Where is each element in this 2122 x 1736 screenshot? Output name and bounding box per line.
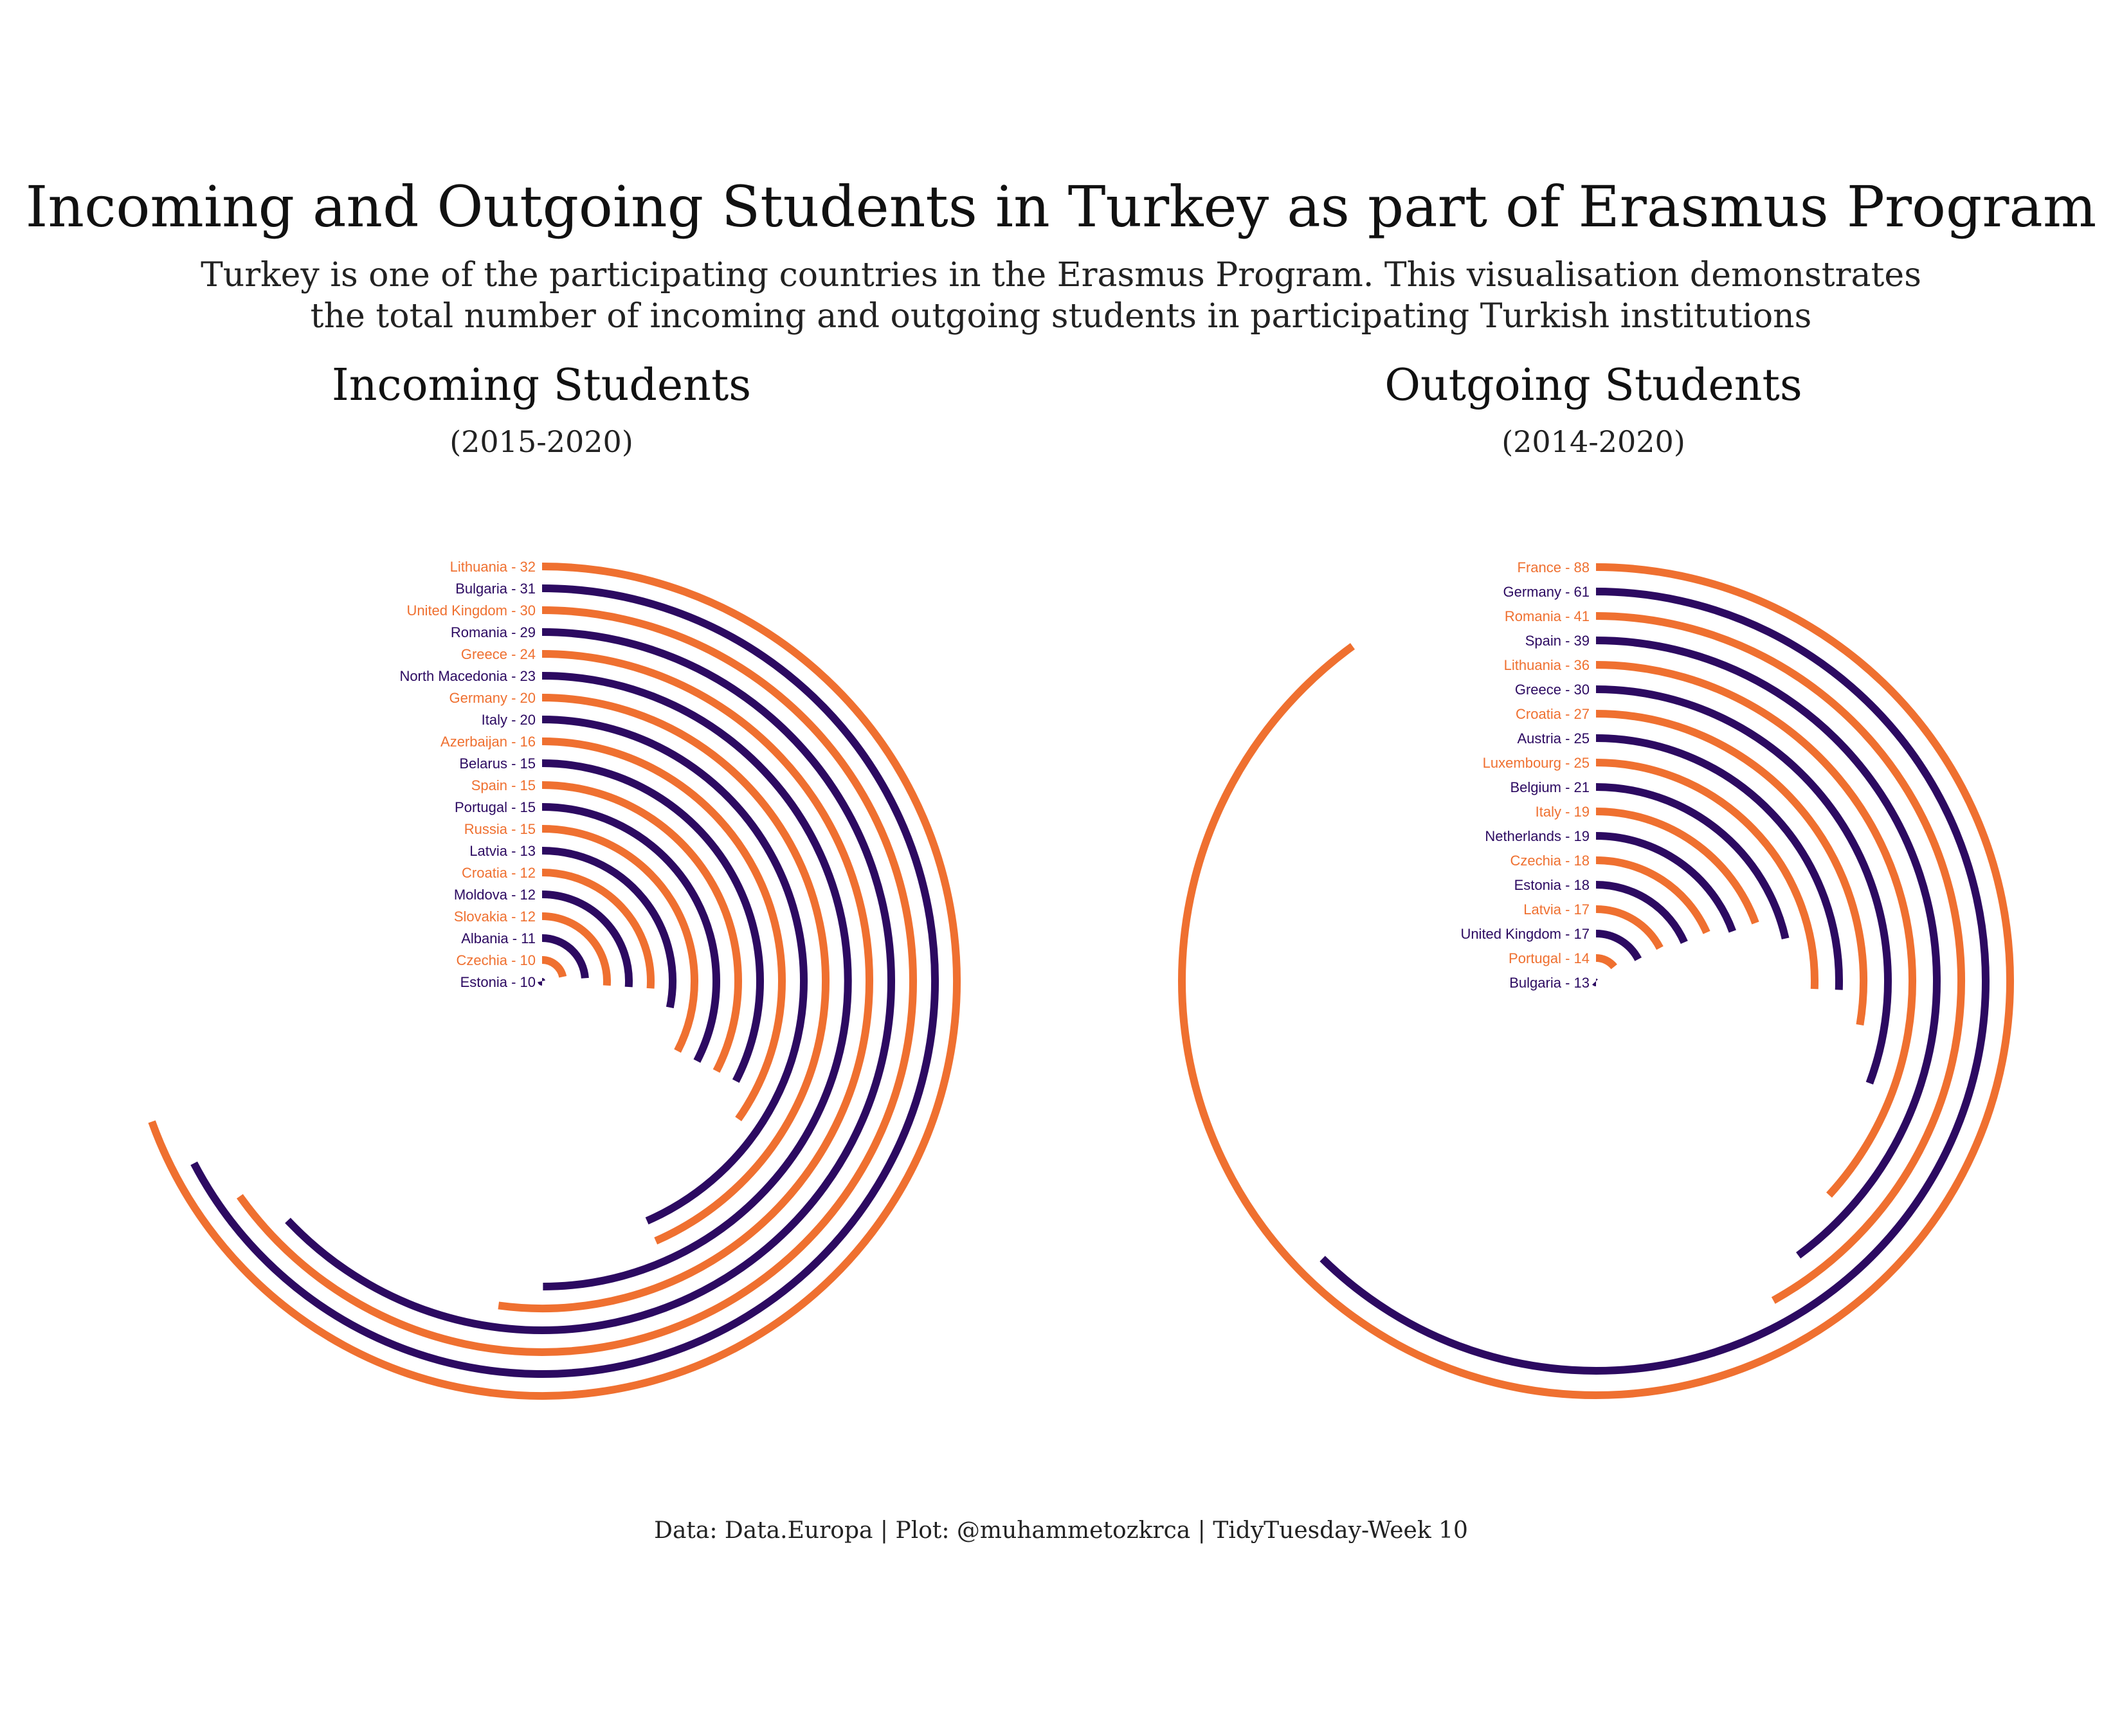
bar-label: Lithuania - 36 xyxy=(1504,657,1590,673)
bar-label: Estonia - 18 xyxy=(1514,877,1590,893)
outgoing-panel-title: Outgoing Students xyxy=(1384,360,1802,411)
bar-label: Czechia - 18 xyxy=(1510,853,1590,869)
arc-bar-czechia xyxy=(541,956,567,978)
bar-label: North Macedonia - 23 xyxy=(399,668,536,684)
bar-label: Azerbaijan - 16 xyxy=(440,734,536,750)
bar-label: Bulgaria - 31 xyxy=(455,581,536,597)
incoming-panel-period: (2015-2020) xyxy=(449,424,633,459)
arc-bar-portugal xyxy=(541,803,720,1063)
bar-label: Greece - 24 xyxy=(461,646,536,662)
bar-label: Netherlands - 19 xyxy=(1485,828,1590,844)
bar-label: Italy - 19 xyxy=(1536,804,1590,820)
bar-label: Estonia - 10 xyxy=(460,974,536,990)
bar-label: Belgium - 21 xyxy=(1510,779,1590,795)
bar-label: United Kingdom - 17 xyxy=(1460,926,1590,942)
arc-bar-croatia xyxy=(1595,710,1867,1026)
bar-label: Spain - 39 xyxy=(1525,633,1590,649)
bar-label: Slovakia - 12 xyxy=(454,909,536,925)
bar-label: Germany - 20 xyxy=(449,690,536,706)
bar-label: Portugal - 14 xyxy=(1509,950,1590,966)
chart-caption: Data: Data.Europa | Plot: @muhammetozkrc… xyxy=(654,1517,1468,1544)
outgoing-radial-chart: France - 88 Germany - 61 Romania - 41 Spain… xyxy=(1178,559,2014,1399)
bar-label: Romania - 41 xyxy=(1505,608,1590,624)
arc-bar-slovakia xyxy=(541,912,611,986)
arc-bar-belgium xyxy=(1595,783,1790,940)
arc-bar-bulgaria xyxy=(190,584,939,1378)
arc-bar-portugal xyxy=(1595,954,1617,970)
bar-label: Luxembourg - 25 xyxy=(1483,755,1590,771)
arc-bar-north-macedonia xyxy=(541,672,852,1290)
arc-bar-austria xyxy=(1595,734,1843,990)
arc-bar-netherlands xyxy=(1595,832,1736,933)
bar-label: United Kingdom - 30 xyxy=(406,602,536,619)
arc-bar-moldova xyxy=(541,891,633,988)
outgoing-panel-period: (2014-2020) xyxy=(1501,424,1685,459)
arc-bar-belarus xyxy=(541,759,764,1083)
arc-bar-united-kingdom xyxy=(237,606,917,1356)
bar-label: Germany - 61 xyxy=(1503,584,1590,600)
arc-bar-romania xyxy=(1595,612,1965,1304)
subtitle-line-1: Turkey is one of the participating count… xyxy=(201,256,1921,294)
bar-label: Bulgaria - 13 xyxy=(1509,975,1590,991)
arc-bar-italy xyxy=(541,716,808,1225)
arc-bar-estonia xyxy=(538,978,545,986)
arc-bar-croatia xyxy=(541,869,655,989)
chart-subtitle: Turkey is one of the participating count… xyxy=(0,255,2122,337)
arc-bar-latvia xyxy=(1595,905,1664,950)
incoming-radial-chart: Lithuania - 32 Bulgaria - 31 United Kingdo… xyxy=(148,559,961,1400)
bar-label: Russia - 15 xyxy=(464,821,536,837)
bar-label: France - 88 xyxy=(1518,559,1590,575)
arc-bar-lithuania xyxy=(148,563,961,1400)
bar-label: Greece - 30 xyxy=(1515,682,1590,698)
bar-label: Lithuania - 32 xyxy=(450,559,536,575)
bar-label: Czechia - 10 xyxy=(456,952,536,968)
chart-title: Incoming and Outgoing Students in Turkey… xyxy=(25,174,2097,240)
bar-label: Romania - 29 xyxy=(451,624,536,640)
bar-label: Latvia - 13 xyxy=(469,843,536,859)
bar-label: Latvia - 17 xyxy=(1523,901,1590,918)
arc-bar-lithuania xyxy=(1595,661,1917,1198)
bar-label: Croatia - 27 xyxy=(1516,706,1590,722)
arc-bar-spain xyxy=(1595,637,1941,1259)
arc-bar-latvia xyxy=(541,847,676,1009)
arc-bar-germany xyxy=(541,694,830,1245)
arc-bar-greece xyxy=(1595,685,1892,1085)
bar-label: Italy - 20 xyxy=(482,712,536,728)
arc-bar-luxembourg xyxy=(1595,759,1818,990)
incoming-panel-title: Incoming Students xyxy=(331,360,752,411)
bar-label: Albania - 11 xyxy=(461,930,536,946)
arc-bar-italy xyxy=(1595,808,1759,925)
arc-bar-france xyxy=(1178,563,2014,1399)
arc-bar-azerbaijan xyxy=(541,737,786,1121)
bar-label: Belarus - 15 xyxy=(459,755,536,772)
bar-label: Austria - 25 xyxy=(1518,730,1590,746)
arc-bar-romania xyxy=(285,628,896,1334)
bar-label: Portugal - 15 xyxy=(455,799,536,815)
arc-bar-united-kingdom xyxy=(1595,930,1642,961)
arc-bar-czechia xyxy=(1595,856,1710,934)
bar-label: Croatia - 12 xyxy=(462,865,536,881)
bar-label: Spain - 15 xyxy=(471,777,536,793)
arc-bar-greece xyxy=(498,650,873,1312)
bar-label: Moldova - 12 xyxy=(454,887,536,903)
subtitle-line-2: the total number of incoming and outgoin… xyxy=(310,297,1812,336)
arc-bar-russia xyxy=(541,825,698,1053)
arc-bar-germany xyxy=(1319,588,1990,1375)
arc-bar-albania xyxy=(541,934,589,979)
arc-bar-spain xyxy=(541,781,742,1073)
arc-bar-estonia xyxy=(1595,881,1688,945)
